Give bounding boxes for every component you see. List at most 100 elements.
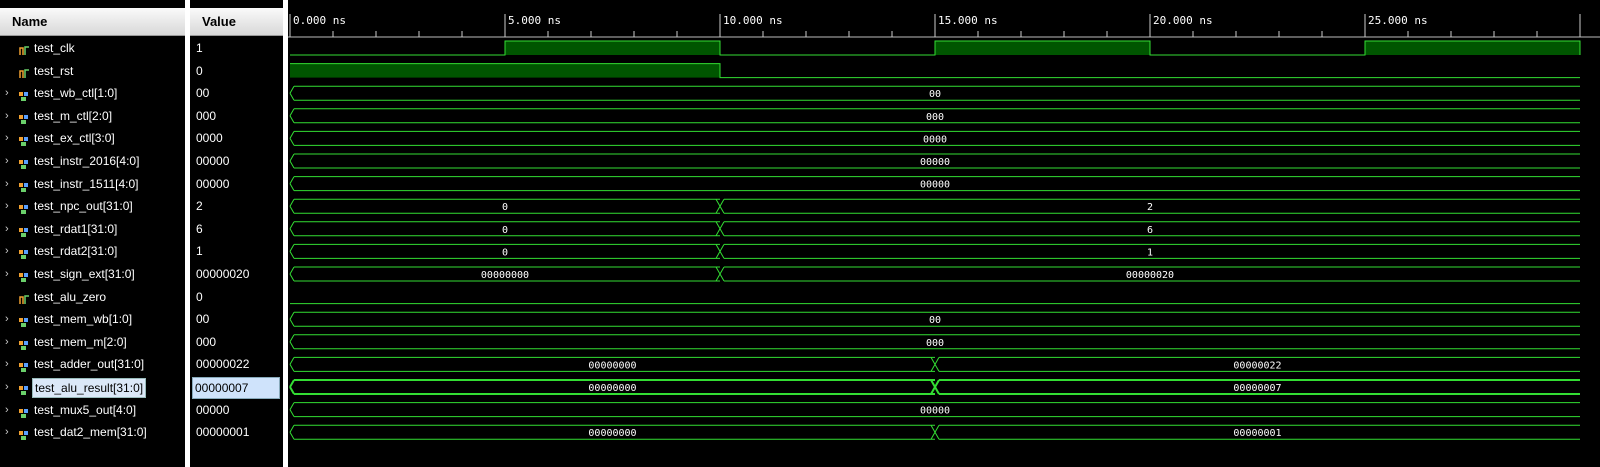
value-column-header[interactable]: Value [190, 8, 283, 36]
column-splitter[interactable] [185, 0, 190, 467]
signal-row-13[interactable]: › test_mem_m[2:0] [0, 331, 185, 353]
bus-signal-icon [18, 132, 30, 147]
bit-high-region [290, 63, 720, 78]
signal-row-6[interactable]: › test_instr_1511[4:0] [0, 173, 185, 195]
signal-row-14[interactable]: › test_adder_out[31:0] [0, 353, 185, 375]
bus-value-label: 00000001 [1233, 428, 1281, 439]
bus-segment [934, 356, 1580, 372]
waveform-10[interactable]: 00000000 00000020 [289, 266, 1580, 282]
waveform-canvas[interactable]: 0.000 ns 5.000 ns 10.000 ns 15.000 ns 20.000… [288, 0, 1600, 467]
expand-chevron-icon[interactable]: › [5, 200, 9, 213]
time-ruler[interactable]: 0.000 ns 5.000 ns 10.000 ns 15.000 ns 20.000… [288, 14, 1600, 38]
bus-value-label: 00000007 [1233, 383, 1281, 394]
bus-signal-icon [18, 426, 30, 441]
waveform-12[interactable]: 00 [289, 311, 1580, 327]
waveform-4[interactable]: 0000 [289, 130, 1580, 146]
bus-value-label: 00000 [920, 180, 950, 191]
bus-segment [289, 153, 1580, 169]
expand-chevron-icon[interactable]: › [5, 245, 9, 258]
waveform-2[interactable]: 00 [289, 85, 1580, 101]
signal-row-3[interactable]: › test_m_ctl[2:0] [0, 105, 185, 127]
waveform-5[interactable]: 00000 [289, 153, 1580, 169]
signal-name: test_instr_1511[4:0] [34, 176, 139, 191]
bus-value-label: 00 [929, 315, 941, 326]
signal-value: 00000001 [196, 425, 250, 440]
signal-row-4[interactable]: › test_ex_ctl[3:0] [0, 127, 185, 149]
waveform-17[interactable]: 00000000 00000001 [289, 424, 1580, 440]
expand-chevron-icon[interactable]: › [5, 109, 9, 122]
bus-signal-icon [18, 404, 30, 418]
signal-name: test_mem_wb[1:0] [34, 312, 133, 327]
signal-name: test_sign_ext[31:0] [34, 267, 135, 281]
signal-row-8[interactable]: › test_rdat1[31:0] [0, 218, 185, 240]
signal-value: 6 [196, 221, 203, 236]
waveform-viewer[interactable]: 0.000 ns 5.000 ns 10.000 ns 15.000 ns 20.000… [288, 0, 1600, 467]
waveform-16[interactable]: 00000 [289, 402, 1580, 418]
expand-chevron-icon[interactable]: › [5, 403, 9, 416]
bus-segment [289, 198, 720, 214]
clock-high-pulse [505, 41, 720, 55]
signal-row-7[interactable]: › test_npc_out[31:0] [0, 195, 185, 217]
signal-value: 00 [196, 312, 210, 327]
bus-segment [289, 108, 1580, 124]
signal-row-9[interactable]: › test_rdat2[31:0] [0, 240, 185, 262]
waveform-3[interactable]: 000 [289, 108, 1580, 124]
signal-name: test_clk [34, 41, 75, 55]
bus-value-label: 00000020 [1126, 270, 1174, 281]
signal-row-10[interactable]: › test_sign_ext[31:0] [0, 263, 185, 285]
expand-chevron-icon[interactable]: › [5, 132, 9, 145]
signal-row-1[interactable]: test_rst [0, 60, 185, 82]
bus-segment [289, 334, 1580, 350]
signal-name: test_rst [34, 63, 74, 78]
signal-name: test_mem_m[2:0] [34, 334, 127, 349]
signal-row-16[interactable]: › test_mux5_out[4:0] [0, 399, 185, 421]
signal-row-15[interactable]: › test_alu_result[31:0] [0, 376, 185, 398]
expand-chevron-icon[interactable]: › [5, 87, 9, 100]
bus-signal-icon [18, 110, 30, 124]
waveform-0[interactable] [290, 40, 1581, 56]
signal-name: test_m_ctl[2:0] [34, 108, 113, 123]
expand-chevron-icon[interactable]: › [5, 222, 9, 235]
signal-name: test_npc_out[31:0] [34, 199, 133, 214]
name-column-header[interactable]: Name [0, 8, 185, 36]
waveform-13[interactable]: 000 [289, 334, 1580, 350]
bus-segment [289, 176, 1580, 192]
bus-value-label: 0 [502, 247, 508, 258]
expand-chevron-icon[interactable]: › [5, 358, 9, 371]
waveform-6[interactable]: 00000 [289, 176, 1580, 192]
bus-segment [289, 221, 720, 237]
waveform-14[interactable]: 00000000 00000022 [289, 356, 1580, 372]
bit-trace [290, 63, 1580, 79]
expand-chevron-icon[interactable]: › [5, 313, 9, 326]
signal-name: test_rdat1[31:0] [34, 221, 118, 236]
signal-name: test_wb_ctl[1:0] [34, 86, 118, 101]
signal-row-2[interactable]: › test_wb_ctl[1:0] [0, 82, 185, 104]
signal-value-column: 1 0 00 000 0000 00000 00000 2 6 1 00000020 0 00 000 00… [190, 0, 283, 467]
expand-chevron-icon[interactable]: › [5, 381, 9, 393]
expand-chevron-icon[interactable]: › [5, 155, 9, 167]
bus-segment [934, 379, 1580, 395]
signal-row-11[interactable]: test_alu_zero [0, 286, 185, 308]
expand-chevron-icon[interactable]: › [5, 268, 9, 280]
bus-segment [934, 424, 1580, 440]
signal-row-12[interactable]: › test_mem_wb[1:0] [0, 308, 185, 330]
bus-segment [289, 424, 935, 440]
signal-row-5[interactable]: › test_instr_2016[4:0] [0, 150, 185, 172]
expand-chevron-icon[interactable]: › [5, 335, 9, 348]
waveform-15[interactable]: 00000000 00000007 [289, 379, 1580, 395]
signal-row-17[interactable]: › test_dat2_mem[31:0] [0, 421, 185, 443]
bus-value-label: 00000000 [588, 360, 636, 371]
signal-value: 1 [196, 244, 203, 259]
waveform-1[interactable] [290, 63, 1580, 79]
clock-trace [290, 40, 1581, 56]
bus-segment [289, 266, 720, 282]
bus-signal-icon [18, 336, 30, 350]
signal-row-0[interactable]: test_clk [0, 37, 185, 59]
expand-chevron-icon[interactable]: › [5, 177, 9, 190]
signal-value: 000 [196, 108, 217, 123]
panel-splitter[interactable] [283, 0, 288, 467]
expand-chevron-icon[interactable]: › [5, 426, 9, 439]
